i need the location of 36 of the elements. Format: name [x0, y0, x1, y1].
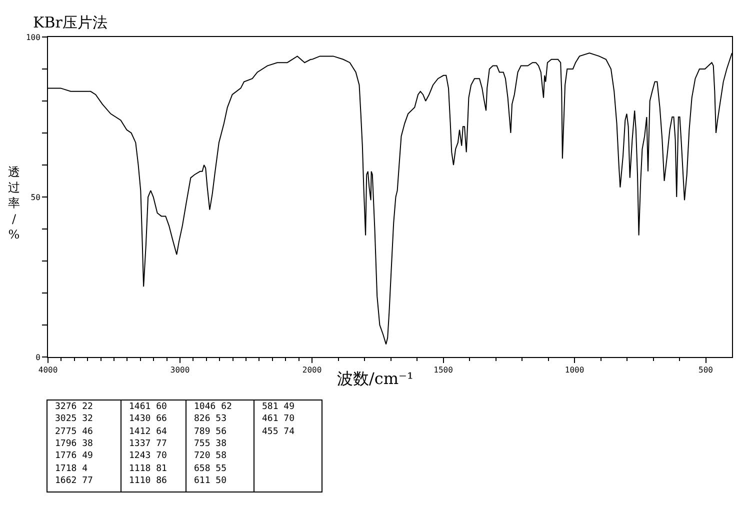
text: 720 58: [194, 451, 227, 461]
text: 1430 66: [129, 414, 167, 424]
y-axis-title: 透过率/%: [8, 165, 20, 242]
x-tick-label: 1500: [434, 366, 454, 375]
text: 755 38: [194, 439, 227, 449]
text: 2775 46: [55, 427, 93, 437]
text: 461 70: [262, 414, 295, 424]
y-tick-label: 0: [36, 352, 41, 362]
text: 1796 38: [55, 439, 93, 449]
text: 658 55: [194, 464, 227, 474]
text: 1110 86: [129, 476, 167, 486]
text: 3276 22: [55, 402, 93, 412]
text: 1046 62: [194, 402, 232, 412]
y-tick-label: 50: [30, 192, 41, 202]
text: 611 50: [194, 476, 227, 486]
x-tick-label: 4000: [38, 366, 58, 375]
text: 581 49: [262, 402, 295, 412]
x-tick-label: 2000: [302, 366, 322, 375]
text: 826 53: [194, 414, 227, 424]
text: 1662 77: [55, 476, 93, 486]
text: 1776 49: [55, 451, 93, 461]
text: 1718 4: [55, 464, 88, 474]
text: 455 74: [262, 427, 295, 437]
text: 789 56: [194, 427, 227, 437]
text: 1337 77: [129, 439, 167, 449]
text: 1461 60: [129, 402, 167, 412]
x-tick-label: 1000: [564, 366, 584, 375]
y-tick-label: 100: [26, 32, 41, 42]
text: 1243 70: [129, 451, 167, 461]
x-tick-label: 500: [698, 366, 714, 375]
chart-title: KBr压片法: [33, 13, 108, 32]
text: 3025 32: [55, 414, 93, 424]
text: 1118 81: [129, 464, 167, 474]
x-tick-label: 3000: [170, 366, 190, 375]
x-axis-title: 波数/cm⁻¹: [337, 369, 414, 388]
text: 1412 64: [129, 427, 167, 437]
